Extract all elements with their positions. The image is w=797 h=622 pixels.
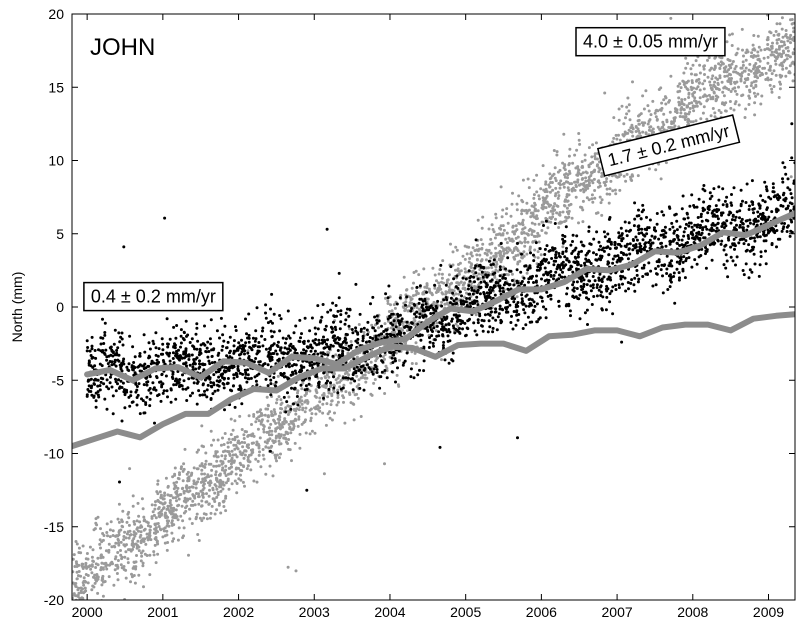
y-tick-label: 0: [56, 299, 64, 315]
axis-tick-labels: 2000 2001 2002 2003 2004 2005 2006 2007 2008 2009…: [44, 6, 785, 620]
x-tick-label: 2007: [602, 604, 633, 620]
rate-label-rate-17: 1.7 ± 0.2 mm/yr: [596, 114, 741, 177]
x-tick-label: 2006: [526, 604, 557, 620]
y-axis-label: North (mm): [9, 272, 25, 343]
rate-annotations: 0.4 ± 0.2 mm/yr 1.7 ± 0.2 mm/yr 4.0 ± 0.05…: [83, 26, 741, 312]
rate-label-text: 0.4 ± 0.2 mm/yr: [91, 287, 216, 307]
y-tick-label: 5: [56, 226, 64, 242]
rate-label-box: [596, 114, 741, 177]
x-tick-label: 2002: [223, 604, 254, 620]
x-tick-label: 2004: [374, 604, 405, 620]
y-tick-label: 15: [48, 79, 64, 95]
y-tick-label: -5: [52, 372, 65, 388]
x-tick-label: 2009: [753, 604, 784, 620]
x-tick-label: 2000: [72, 604, 103, 620]
axis-ticks: [72, 13, 795, 601]
model-curves-layer: [72, 210, 795, 450]
curve-black-model-line: [84, 210, 795, 384]
x-tick-label: 2001: [147, 604, 178, 620]
rate-label-box: [83, 281, 224, 312]
rate-label-rate-04: 0.4 ± 0.2 mm/yr: [83, 281, 224, 312]
x-tick-label: 2008: [677, 604, 708, 620]
y-tick-label: -15: [44, 519, 64, 535]
x-tick-label: 2005: [450, 604, 481, 620]
x-tick-label: 2003: [299, 604, 330, 620]
rate-label-box: [575, 26, 726, 57]
y-tick-label: -10: [44, 446, 64, 462]
station-label: JOHN: [90, 34, 155, 61]
curve-gray-model-line: [72, 311, 795, 450]
rate-label-rate-40: 4.0 ± 0.05 mm/yr: [575, 26, 726, 57]
y-tick-label: 10: [48, 153, 64, 169]
rate-label-text: 4.0 ± 0.05 mm/yr: [583, 32, 718, 52]
y-tick-label: -20: [44, 592, 64, 608]
y-tick-label: 20: [48, 6, 64, 22]
